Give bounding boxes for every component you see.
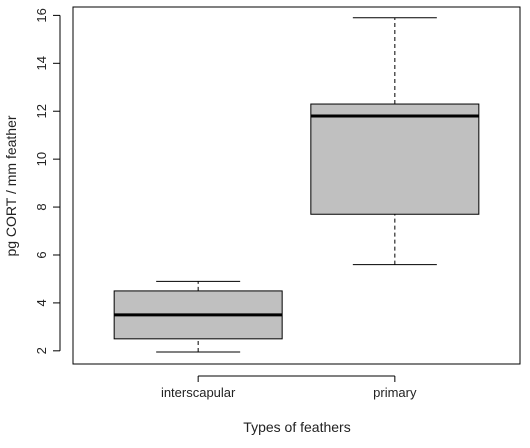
y-tick-label: 14 <box>34 56 49 70</box>
x-tick-label: primary <box>373 385 417 400</box>
iqr-box <box>310 103 480 215</box>
y-tick-label: 2 <box>34 347 49 354</box>
y-tick-label: 10 <box>34 152 49 166</box>
box-interscapular <box>113 280 283 353</box>
y-tick-label: 4 <box>34 299 49 306</box>
box-primary <box>310 17 480 266</box>
x-axis: interscapular primary <box>161 375 417 400</box>
y-tick-label: 8 <box>34 203 49 210</box>
boxes <box>113 17 480 353</box>
x-axis-label: Types of feathers <box>243 419 350 435</box>
y-tick-label: 6 <box>34 251 49 258</box>
y-tick-label: 16 <box>34 8 49 22</box>
x-tick-label: interscapular <box>161 385 236 400</box>
plot-frame <box>72 6 521 365</box>
y-tick-label: 12 <box>34 104 49 118</box>
y-axis-label: pg CORT / mm feather <box>3 115 19 256</box>
y-axis: 2 4 6 8 10 12 14 16 <box>34 8 61 354</box>
